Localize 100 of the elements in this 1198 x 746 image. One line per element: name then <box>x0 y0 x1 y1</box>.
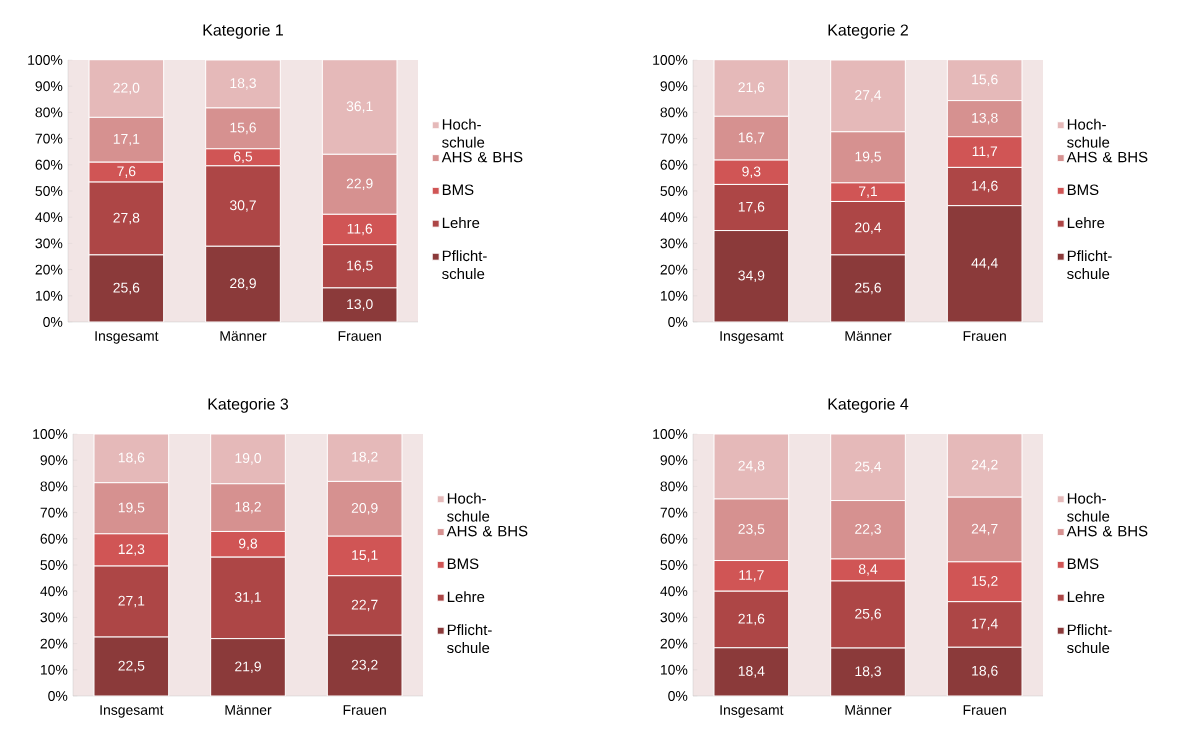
bar <box>830 59 906 133</box>
y-tick-label: 60% <box>35 159 63 170</box>
data-label: 20,4 <box>855 222 882 234</box>
legend-label: Lehre <box>1067 217 1105 229</box>
data-label: 16,5 <box>347 260 373 273</box>
x-tick-label: Frauen <box>338 331 381 341</box>
y-tick-label: 70% <box>660 507 688 518</box>
data-label: 18,3 <box>230 78 256 90</box>
bar <box>830 647 906 696</box>
y-tick-label: 90% <box>660 81 688 92</box>
y-tick-label: 20% <box>35 264 63 275</box>
data-label: 8,4 <box>858 564 878 576</box>
data-label: 18,4 <box>738 666 765 678</box>
y-tick-label: 50% <box>660 560 688 570</box>
y-tick-label: 30% <box>35 238 63 249</box>
data-label: 20,9 <box>351 503 378 515</box>
data-label: 15,1 <box>352 550 378 562</box>
y-tick-label: 60% <box>660 533 688 544</box>
data-label: 15,6 <box>972 74 998 86</box>
data-label: 13,0 <box>347 299 373 311</box>
y-tick-label: 40% <box>35 212 63 223</box>
y-tick-label: 100% <box>33 429 68 439</box>
bar <box>713 434 790 500</box>
chart-title: Kategorie 4 <box>828 397 909 413</box>
data-label: 34,9 <box>738 270 765 283</box>
bar <box>713 59 790 117</box>
x-tick-label: Frauen <box>963 705 1006 715</box>
chart-title: Kategorie 3 <box>208 397 289 413</box>
bar <box>946 646 1023 696</box>
data-label: 12,3 <box>118 544 145 556</box>
bar <box>88 254 165 322</box>
y-tick-label: 80% <box>35 107 63 118</box>
legend-label: BMS <box>447 558 479 570</box>
legend-label: Hoch-schule <box>1067 118 1110 148</box>
data-label: 11,6 <box>347 223 373 236</box>
data-label: 21,6 <box>738 613 765 626</box>
y-tick-label: 90% <box>35 81 63 92</box>
legend-label: AHS & BHS <box>441 151 523 163</box>
bar <box>88 59 165 118</box>
data-label: 24,8 <box>738 460 765 473</box>
data-label: 22,7 <box>351 599 378 612</box>
x-tick-label: Frauen <box>343 705 386 715</box>
y-tick-label: 70% <box>660 133 688 144</box>
data-label: 21,6 <box>738 82 765 94</box>
data-label: 9,8 <box>238 538 258 551</box>
y-tick-label: 40% <box>660 586 688 597</box>
y-tick-label: 10% <box>40 664 68 675</box>
legend-label: Lehre <box>1067 591 1105 603</box>
bar <box>326 434 403 482</box>
data-label: 30,7 <box>229 200 256 212</box>
legend-label: Pflicht-schule <box>442 250 487 280</box>
x-tick-label: Insgesamt <box>720 331 784 344</box>
y-tick-label: 60% <box>40 533 68 544</box>
data-label: 19,5 <box>118 502 145 515</box>
legend-label: Pflicht-schule <box>1067 250 1112 280</box>
data-label: 18,2 <box>235 501 261 514</box>
bar <box>830 254 906 322</box>
y-tick-label: 40% <box>660 212 688 223</box>
y-tick-label: 30% <box>40 612 68 623</box>
legend-label: Pflicht-schule <box>447 624 492 654</box>
legend-label: AHS & BHS <box>1066 151 1148 163</box>
y-tick-label: 10% <box>660 290 688 301</box>
legend-label: Lehre <box>442 217 480 229</box>
x-tick-label: Frauen <box>963 331 1006 341</box>
data-label: 23,2 <box>351 659 378 672</box>
data-label: 15,6 <box>230 122 256 135</box>
bar <box>713 230 790 322</box>
x-tick-label: Männer <box>845 705 892 715</box>
data-label: 11,7 <box>972 146 998 158</box>
legend-label: BMS <box>442 184 474 196</box>
data-label: 13,8 <box>972 112 998 125</box>
data-label: 11,7 <box>739 570 764 582</box>
y-tick-label: 50% <box>40 560 68 570</box>
legend-label: Hoch-schule <box>1067 492 1110 522</box>
bar <box>321 59 398 155</box>
bar <box>93 434 170 484</box>
y-tick-label: 0% <box>668 317 688 327</box>
legend-label: Pflicht-schule <box>1067 624 1112 654</box>
data-label: 31,1 <box>234 592 261 604</box>
data-label: 7,1 <box>859 186 878 198</box>
bar <box>946 59 1023 102</box>
legend-label: AHS & BHS <box>446 525 528 537</box>
y-tick-label: 80% <box>660 107 688 118</box>
bar <box>830 434 906 502</box>
data-label: 24,2 <box>971 459 998 472</box>
y-tick-label: 10% <box>660 664 688 675</box>
x-tick-label: Insgesamt <box>100 705 164 718</box>
bar <box>946 434 1023 498</box>
y-tick-label: 100% <box>28 55 63 65</box>
x-tick-label: Insgesamt <box>95 331 159 344</box>
legend-label: BMS <box>1067 558 1099 570</box>
data-label: 36,1 <box>346 101 373 113</box>
data-label: 18,6 <box>972 665 998 678</box>
data-label: 16,7 <box>738 132 765 144</box>
x-tick-label: Männer <box>845 331 892 341</box>
data-label: 23,5 <box>738 523 765 536</box>
data-label: 24,7 <box>971 523 998 536</box>
bar <box>326 634 403 696</box>
chart-title: Kategorie 2 <box>828 23 908 39</box>
bar <box>946 205 1023 322</box>
